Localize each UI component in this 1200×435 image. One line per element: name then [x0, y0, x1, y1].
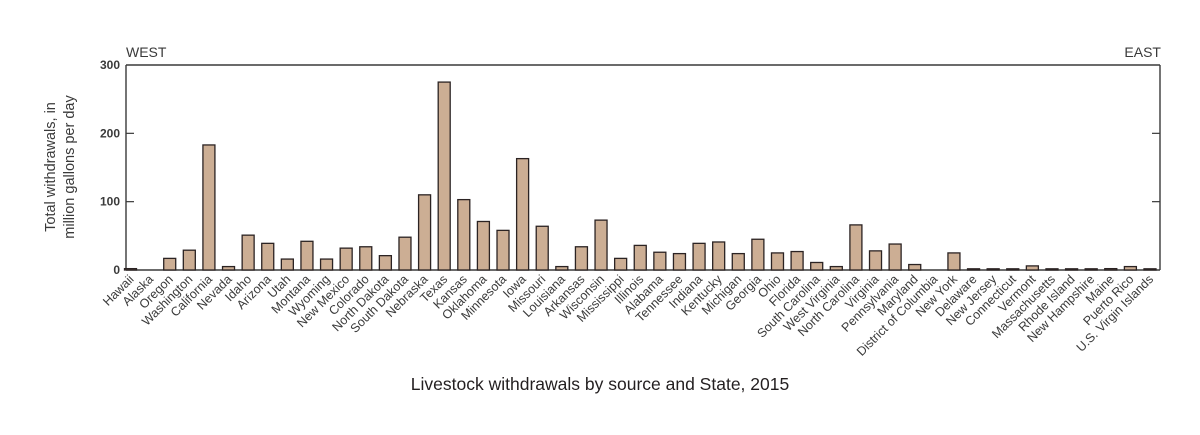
bar-tennessee	[672, 252, 687, 271]
bar-delaware	[966, 268, 981, 271]
bar-maryland	[908, 263, 922, 271]
bar-puerto-rico	[1123, 265, 1138, 271]
bar-vermont	[1025, 265, 1040, 271]
bar-virginia	[868, 250, 883, 271]
bar-louisiana	[555, 265, 569, 271]
bar-georgia	[751, 238, 765, 271]
bar-new-mexico	[339, 247, 353, 271]
bar-new-york	[947, 252, 961, 271]
bar-oregon	[163, 257, 177, 271]
bars	[123, 81, 1157, 271]
bar-south-carolina	[810, 261, 824, 271]
bar-oklahoma	[476, 220, 491, 271]
bar-nevada	[221, 265, 236, 271]
bar-north-carolina	[849, 224, 863, 271]
y-ticks: 0 100 200 300	[100, 58, 1160, 277]
bar-idaho	[241, 234, 255, 271]
bar-iowa	[515, 157, 530, 271]
bar-massachusetts	[1045, 268, 1059, 271]
y-axis-label-line-1: Total withdrawals, in	[43, 102, 59, 232]
y-tick-label: 100	[100, 195, 120, 209]
east-annotation: EAST	[1124, 44, 1161, 60]
bar-maine	[1104, 267, 1118, 271]
bar-indiana	[692, 242, 706, 271]
bar-colorado	[359, 246, 373, 271]
bar-florida	[790, 250, 804, 271]
bar-nebraska	[417, 194, 432, 271]
bar-connecticut	[1006, 268, 1020, 271]
bar-california	[202, 144, 216, 271]
bar-mississippi	[613, 257, 628, 271]
bar-u-s-virgin-islands	[1143, 268, 1157, 271]
bar-south-dakota	[398, 236, 412, 271]
y-tick-label: 0	[113, 263, 120, 277]
bar-illinois	[633, 244, 647, 271]
bar-montana	[300, 240, 314, 271]
y-axis-label-line-2: million gallons per day	[62, 95, 78, 239]
bar-minnesota	[496, 229, 510, 271]
bar-north-dakota	[378, 254, 393, 271]
bar-utah	[280, 258, 294, 271]
bar-new-jersey	[986, 268, 1000, 271]
bar-hawaii	[123, 267, 138, 271]
bar-washington	[182, 249, 196, 271]
west-annotation: WEST	[126, 44, 167, 60]
bar-texas	[437, 81, 451, 271]
axes	[125, 64, 1161, 271]
bar-wyoming	[319, 258, 334, 271]
bar-ohio	[770, 252, 785, 271]
bar-pennsylvania	[888, 243, 902, 271]
bar-new-hampshire	[1084, 268, 1098, 271]
bar-kansas	[457, 198, 471, 271]
bar-kentucky	[712, 241, 726, 271]
bar-rhode-island	[1064, 268, 1079, 271]
bar-michigan	[731, 252, 745, 271]
chart-title: Livestock withdrawals by source and Stat…	[411, 374, 789, 394]
y-tick-label: 200	[100, 126, 120, 140]
bar-west-virginia	[829, 265, 843, 271]
bar-arkansas	[574, 246, 589, 271]
bar-alabama	[653, 251, 667, 271]
x-tick-labels: HawaiiAlaskaOregonWashingtonCaliforniaNe…	[100, 272, 1156, 359]
bar-missouri	[535, 225, 549, 271]
y-tick-label: 300	[100, 58, 120, 72]
bar-arizona	[261, 242, 275, 271]
bar-wisconsin	[594, 219, 608, 271]
